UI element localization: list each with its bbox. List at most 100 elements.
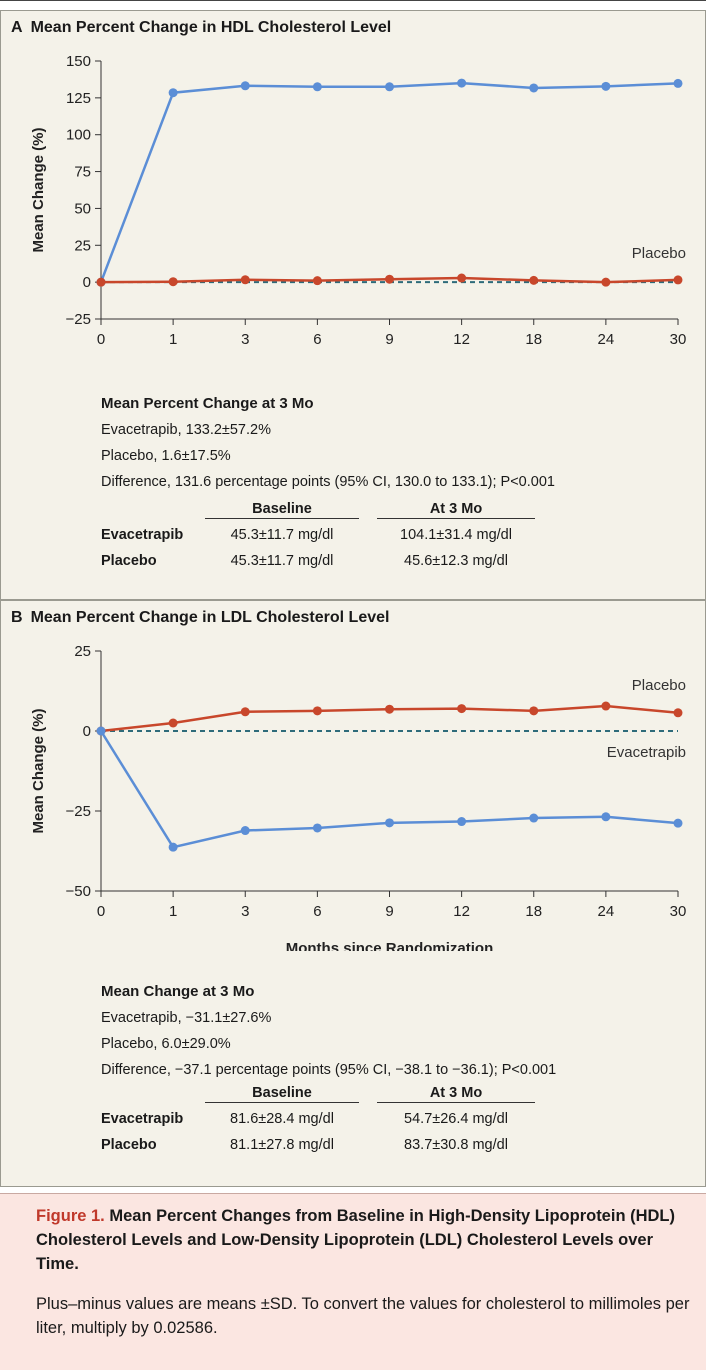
c1-x-tick-label: 1 — [169, 903, 177, 920]
panel-b-row-evacetrapib-3mo: 54.7±26.4 mg/dl — [377, 1111, 535, 1127]
c1-x-axis-title: Months since Randomization — [286, 940, 494, 951]
c1-x-tick-label: 6 — [313, 903, 321, 920]
c1-evacetrapib-point — [169, 843, 178, 852]
c1-x-tick-label: 9 — [385, 903, 393, 920]
c1-y-tick-label: 0 — [83, 723, 91, 740]
ldl-chart: 25 0 −25 −50 0 1 3 6 9 12 18 24 30 Months since Rando… — [1, 631, 705, 951]
figure-caption-text: Plus–minus values are means ±SD. To conv… — [36, 1292, 696, 1340]
c1-y-tick-label: −25 — [66, 803, 91, 820]
c0-evacetrapib-line — [101, 83, 678, 282]
c1-x-tick-label: 12 — [453, 903, 470, 920]
panel-a-summary-difference: Difference, 131.6 percentage points (95%… — [101, 469, 555, 495]
c0-y-tick-label: 50 — [74, 200, 91, 217]
c1-evacetrapib-point — [385, 818, 394, 827]
c0-y-tick-label: −25 — [66, 311, 91, 328]
c1-placebo-point — [674, 708, 683, 717]
figure-number: Figure 1. — [36, 1207, 105, 1225]
c0-placebo-point — [241, 275, 250, 284]
panel-b-row-placebo-3mo: 83.7±30.8 mg/dl — [377, 1137, 535, 1153]
c1-y-axis-title: Mean Change (%) — [30, 708, 47, 833]
panel-b-col-3mo: At 3 Mo — [377, 1085, 535, 1103]
c0-x-tick-label: 6 — [313, 331, 321, 348]
c0-placebo-point — [601, 278, 610, 287]
c0-placebo-point — [529, 276, 538, 285]
panel-b-summary-evacetrapib: Evacetrapib, −31.1±27.6% — [101, 1005, 556, 1031]
c0-y-tick-label: 100 — [66, 127, 91, 144]
panel-a-title-text: Mean Percent Change in HDL Cholesterol L… — [31, 19, 392, 36]
c1-placebo-point — [241, 707, 250, 716]
panel-a-row-evacetrapib-baseline: 45.3±11.7 mg/dl — [205, 527, 359, 543]
panel-a-row-evacetrapib-3mo: 104.1±31.4 mg/dl — [377, 527, 535, 543]
c0-placebo-series-label: Placebo — [632, 245, 686, 262]
c0-placebo-point — [97, 278, 106, 287]
c1-x-tick-label: 0 — [97, 903, 105, 920]
c0-x-tick-label: 24 — [598, 331, 615, 348]
c1-evacetrapib-series-label: Evacetrapib — [607, 744, 686, 761]
c1-placebo-point — [601, 702, 610, 711]
c1-evacetrapib-point — [313, 823, 322, 832]
panel-b-title-text: Mean Percent Change in LDL Cholesterol L… — [31, 609, 390, 626]
panel-b-summary-difference: Difference, −37.1 percentage points (95%… — [101, 1057, 556, 1083]
c1-x-tick-label: 18 — [525, 903, 542, 920]
c1-x-tick-label: 24 — [598, 903, 615, 920]
figure-title-text: Mean Percent Changes from Baseline in Hi… — [36, 1207, 675, 1273]
c1-placebo-point — [457, 704, 466, 713]
c0-y-tick-label: 125 — [66, 90, 91, 107]
c1-placebo-series-label: Placebo — [632, 677, 686, 694]
c1-x-tick-label: 30 — [670, 903, 687, 920]
panel-b-table: Baseline At 3 Mo Evacetrapib 81.6±28.4 m… — [101, 1085, 621, 1165]
panel-b-row-evacetrapib-baseline: 81.6±28.4 mg/dl — [205, 1111, 359, 1127]
c0-y-tick-label: 0 — [83, 274, 91, 291]
c0-evacetrapib-point — [385, 82, 394, 91]
c0-x-tick-label: 0 — [97, 331, 105, 348]
panel-a-summary: Mean Percent Change at 3 Mo Evacetrapib,… — [101, 391, 555, 495]
c0-placebo-point — [385, 275, 394, 284]
c1-placebo-point — [169, 719, 178, 728]
panel-b-row-evacetrapib-label: Evacetrapib — [101, 1111, 183, 1127]
c1-evacetrapib-point — [529, 814, 538, 823]
panel-a-summary-placebo: Placebo, 1.6±17.5% — [101, 443, 555, 469]
c0-evacetrapib-point — [674, 79, 683, 88]
panel-a-summary-evacetrapib: Evacetrapib, 133.2±57.2% — [101, 417, 555, 443]
panel-a: A Mean Percent Change in HDL Cholesterol … — [0, 10, 706, 600]
panel-a-col-baseline: Baseline — [205, 501, 359, 519]
c1-x-tick-label: 3 — [241, 903, 249, 920]
c0-placebo-point — [674, 275, 683, 284]
c0-evacetrapib-point — [529, 83, 538, 92]
c1-y-tick-label: −50 — [66, 883, 91, 900]
c1-evacetrapib-point — [241, 826, 250, 835]
c0-x-tick-label: 12 — [453, 331, 470, 348]
c0-x-tick-label: 30 — [670, 331, 687, 348]
c1-placebo-point — [529, 706, 538, 715]
c0-x-tick-label: 1 — [169, 331, 177, 348]
c1-evacetrapib-point — [457, 817, 466, 826]
c0-x-tick-label: 3 — [241, 331, 249, 348]
c1-placebo-point — [313, 706, 322, 715]
c1-evacetrapib-point — [97, 727, 106, 736]
panel-b-summary-heading: Mean Change at 3 Mo — [101, 979, 556, 1005]
c0-evacetrapib-point — [313, 82, 322, 91]
panel-a-row-placebo-label: Placebo — [101, 553, 157, 569]
c0-placebo-point — [169, 277, 178, 286]
panel-b-summary-placebo: Placebo, 6.0±29.0% — [101, 1031, 556, 1057]
panel-a-row-placebo-3mo: 45.6±12.3 mg/dl — [377, 553, 535, 569]
figure-title: Figure 1. Mean Percent Changes from Base… — [36, 1204, 696, 1276]
c0-x-tick-label: 18 — [525, 331, 542, 348]
panel-b-summary: Mean Change at 3 Mo Evacetrapib, −31.1±2… — [101, 979, 556, 1083]
panel-a-row-placebo-baseline: 45.3±11.7 mg/dl — [205, 553, 359, 569]
c1-y-tick-label: 25 — [74, 643, 91, 660]
figure-caption: Figure 1. Mean Percent Changes from Base… — [0, 1193, 706, 1370]
c0-evacetrapib-point — [241, 81, 250, 90]
c0-placebo-point — [457, 274, 466, 283]
panel-b-row-placebo-label: Placebo — [101, 1137, 157, 1153]
c0-evacetrapib-point — [457, 79, 466, 88]
c1-placebo-point — [385, 705, 394, 714]
panel-a-col-3mo: At 3 Mo — [377, 501, 535, 519]
panel-a-letter: A — [11, 19, 23, 36]
panel-a-row-evacetrapib-label: Evacetrapib — [101, 527, 183, 543]
c1-evacetrapib-line — [101, 731, 678, 847]
panel-b-col-baseline: Baseline — [205, 1085, 359, 1103]
